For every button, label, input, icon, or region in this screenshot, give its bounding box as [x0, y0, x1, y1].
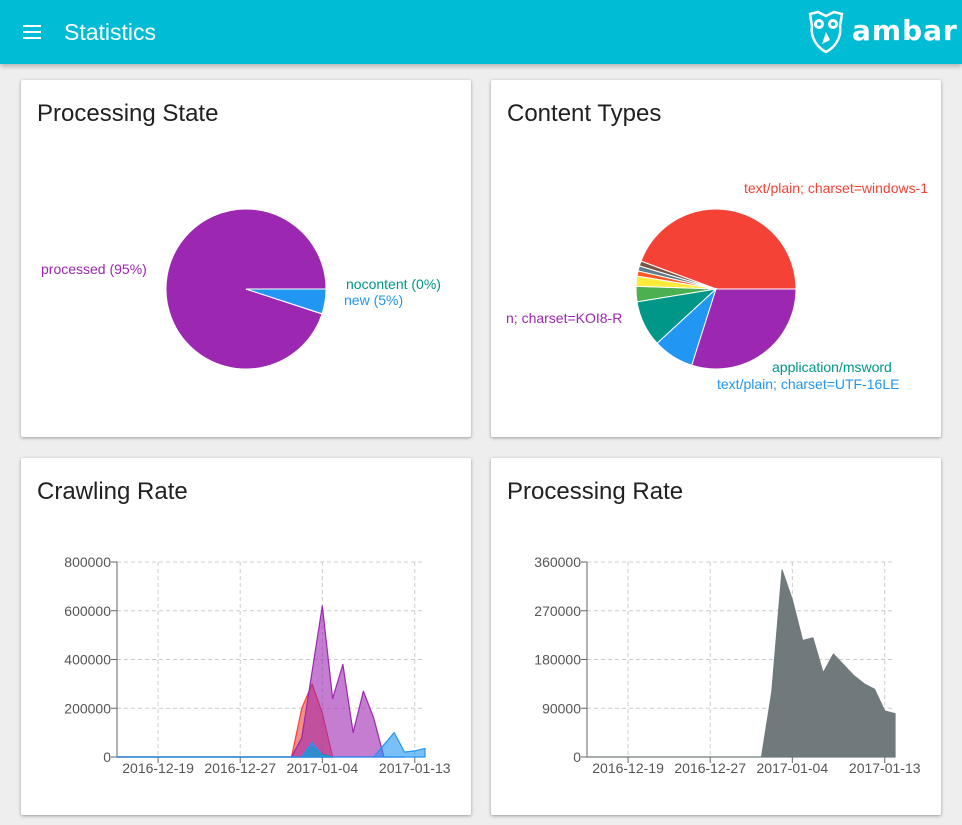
pie-slice-label: processed (95%)	[41, 261, 147, 277]
y-tick-label: 800000	[64, 554, 111, 570]
series-area[interactable]	[116, 605, 406, 758]
series-area[interactable]	[116, 732, 426, 758]
y-tick-label: 180000	[534, 652, 581, 668]
y-tick-label: 0	[103, 749, 111, 765]
pie-slice-label: application/msword	[772, 359, 892, 375]
pie-slice-label: text/plain; charset=windows-1	[744, 180, 928, 196]
series-area[interactable]	[586, 569, 896, 758]
processing-rate-area-chart: 0 90000 180000 270000 360000 2016-12-19 2016-1…	[534, 554, 921, 776]
pie-slice-label: n; charset=KOI8-R	[506, 310, 622, 326]
x-tick-label: 2017-01-13	[379, 760, 451, 776]
x-tick-label: 2017-01-04	[757, 760, 829, 776]
card-title: Processing State	[37, 100, 219, 127]
y-tick-label: 270000	[534, 603, 581, 619]
x-tick-label: 2016-12-27	[204, 760, 276, 776]
pie-slice-label: text/plain; charset=UTF-16LE	[717, 376, 899, 392]
crawling-rate-card: Crawling Rate 0 200000 400000 600000 800000 2…	[21, 458, 471, 815]
x-tick-label: 2016-12-27	[674, 760, 746, 776]
pie-slice[interactable]	[640, 208, 797, 290]
processing-state-card: Processing State processed (95%) noconten…	[21, 80, 471, 437]
y-tick-label: 400000	[64, 652, 111, 668]
y-tick-label: 200000	[64, 700, 111, 716]
menu-icon[interactable]	[14, 14, 50, 50]
processing-rate-card: Processing Rate 0 90000 180000 270000 360000…	[491, 458, 941, 815]
page-title: Statistics	[64, 19, 157, 45]
pie-slice[interactable]	[245, 288, 327, 315]
card-title: Content Types	[507, 100, 662, 127]
pie-slice[interactable]	[691, 288, 797, 370]
y-tick-label: 0	[573, 749, 581, 765]
crawling-rate-area-chart: 0 200000 400000 600000 800000 2016-12-19 2016-…	[64, 554, 451, 776]
x-tick-label: 2016-12-19	[122, 760, 194, 776]
content-types-card: Content Types text/plain; charset=window…	[491, 80, 941, 437]
app-bar: Statistics ambar	[0, 0, 962, 64]
x-tick-label: 2016-12-19	[592, 760, 664, 776]
pie-slice-label: new (5%)	[344, 292, 403, 308]
x-tick-label: 2017-01-13	[849, 760, 921, 776]
y-tick-label: 90000	[542, 700, 581, 716]
owl-logo-icon	[808, 10, 844, 54]
content-types-pie-chart: text/plain; charset=windows-1 application…	[506, 180, 928, 392]
card-title: Crawling Rate	[37, 478, 188, 505]
ambar-logo[interactable]: ambar	[806, 10, 957, 54]
logo-text: ambar	[852, 14, 958, 47]
y-tick-label: 360000	[534, 554, 581, 570]
x-tick-label: 2017-01-04	[287, 760, 359, 776]
processing-state-pie-chart: processed (95%) nocontent (0%)new (5%)	[41, 208, 441, 370]
pie-slice-label: nocontent (0%)	[346, 276, 441, 292]
y-tick-label: 600000	[64, 603, 111, 619]
card-title: Processing Rate	[507, 478, 684, 505]
